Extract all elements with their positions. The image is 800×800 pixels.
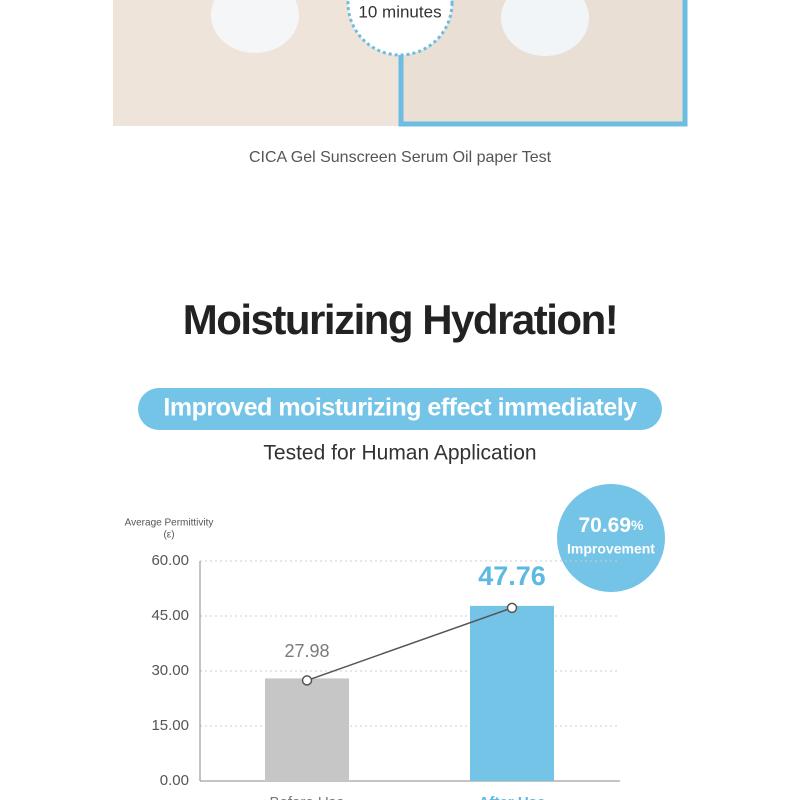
y-tick-label: 45.00 [151,607,189,624]
y-tick-label: 0.00 [160,772,189,789]
caption: CICA Gel Sunscreen Serum Oil paper Test [249,149,552,166]
serum-drop [211,0,299,53]
y-tick-label: 30.00 [151,662,189,679]
bar [265,678,349,781]
section-title: Moisturizing Hydration! [183,296,617,343]
trend-point [301,675,313,686]
serum-drop [501,0,589,56]
subtitle: Tested for Human Application [263,442,536,465]
improvement-badge [557,484,665,592]
y-tick-label: 60.00 [151,552,189,569]
value-label: 47.76 [478,561,546,591]
y-axis-label: (ε) [163,530,174,541]
value-label: 27.98 [284,641,329,661]
bar [470,605,554,781]
y-axis-label: Average Permittivity [125,518,214,529]
time-badge [346,0,454,57]
banner-text: Improved moisturizing effect immediately [163,394,637,422]
improvement-label: Improvement [567,541,655,557]
banner-pill [138,388,662,430]
trend-point [506,602,518,614]
improvement-value: 70.69% [578,514,644,537]
y-tick-label: 15.00 [151,717,189,734]
x-tick-label: After Use [479,794,546,800]
chart: 0.00 15.00 30.00 45.00 60.00 27.98 Before Use 4… [151,552,620,800]
improvement-number: 70.69 [578,514,631,537]
trend-line [306,607,513,682]
improvement-unit: % [631,517,644,533]
x-tick-label: Before Use [269,794,344,800]
time-label: 10 minutes [358,2,441,21]
